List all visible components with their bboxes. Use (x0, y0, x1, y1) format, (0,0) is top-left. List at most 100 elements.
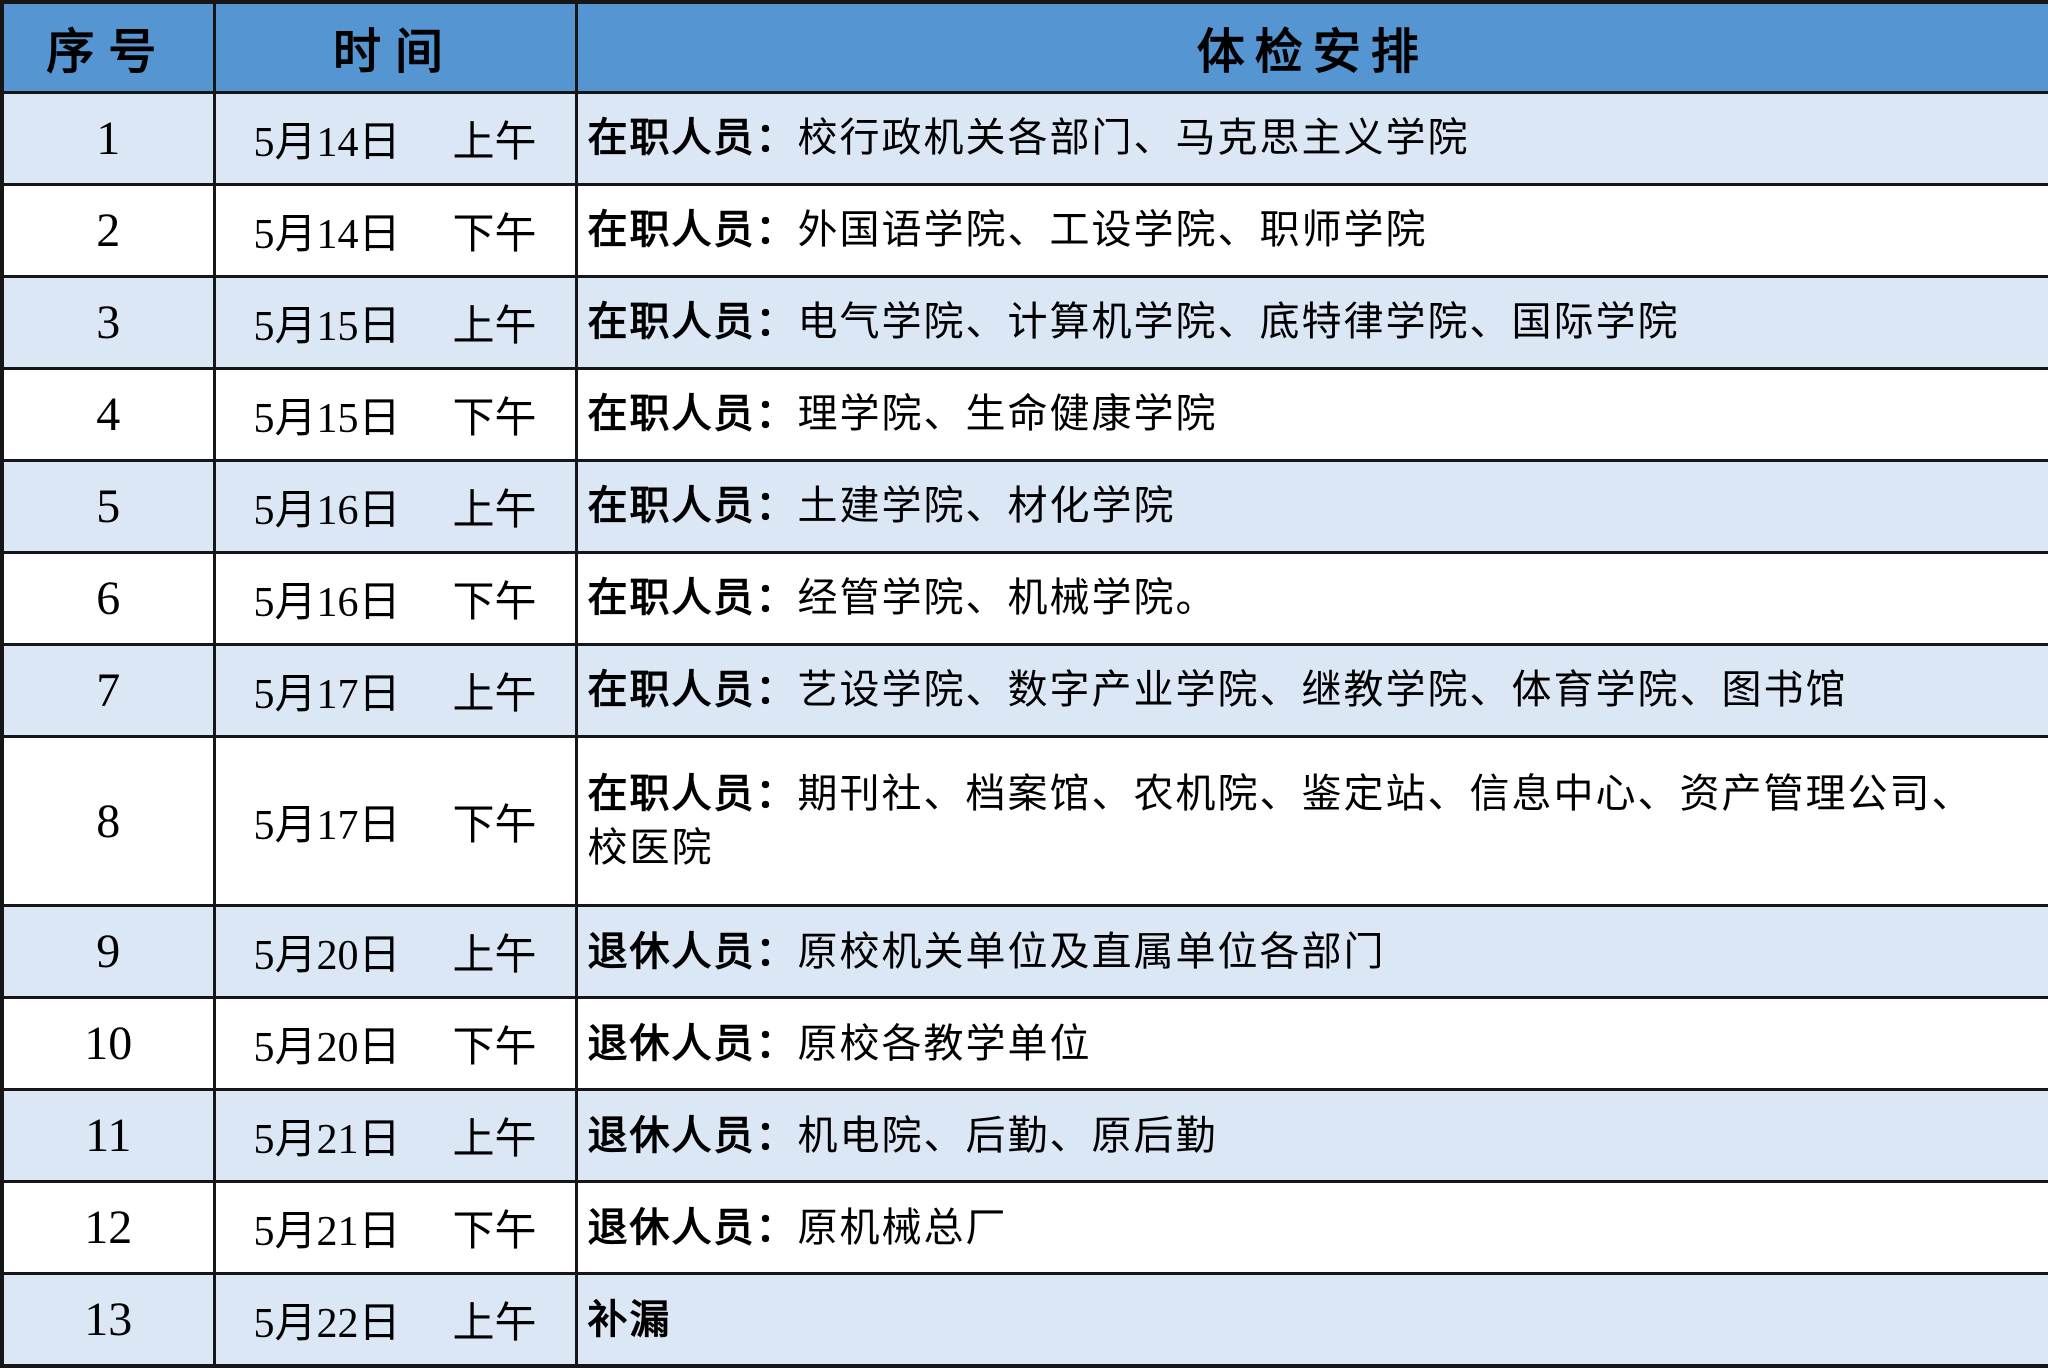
time-cell: 5月15日 上午 (212, 274, 578, 370)
table-row: 8 5月17日 下午 在职人员：期刊社、档案馆、农机院、鉴定站、信息中心、资产管理公司… (0, 734, 2048, 908)
period-label: 上午 (452, 1117, 537, 1164)
time-cell-content: 5月16日 上午 (216, 476, 575, 537)
time-cell: 5月20日 下午 (212, 996, 578, 1092)
arrangement-detail: 土建学院、材化学院 (797, 484, 1176, 529)
arrangement-cell: 退休人员：原校机关单位及直属单位各部门 (574, 904, 2048, 1000)
time-cell-content: 5月21日 下午 (216, 1197, 575, 1258)
personnel-group-label: 补漏 (587, 1297, 672, 1342)
arrangement-detail: 外国语学院、工设学院、职师学院 (797, 208, 1428, 253)
row-number-cell: 5 (0, 458, 216, 554)
period-label: 下午 (452, 802, 537, 849)
time-cell-content: 5月14日 下午 (216, 200, 575, 261)
time-cell-content: 5月22日 上午 (216, 1289, 575, 1350)
arrangement-detail: 校行政机关各部门、马克思主义学院 (797, 116, 1470, 161)
row-number-cell: 6 (0, 550, 216, 646)
date-label: 5月17日 (253, 802, 401, 849)
arrangement-detail: 理学院、生命健康学院 (797, 392, 1218, 437)
personnel-group-label: 退休人员： (587, 1113, 798, 1158)
arrangement-detail: 原机械总厂 (797, 1205, 1008, 1250)
row-number-cell: 4 (0, 366, 216, 462)
table-row: 1 5月14日 上午 在职人员：校行政机关各部门、马克思主义学院 (0, 90, 2048, 186)
personnel-group-label: 退休人员： (587, 1205, 798, 1250)
table-row: 10 5月20日 下午 退休人员：原校各教学单位 (0, 996, 2048, 1092)
arrangement-cell: 在职人员：经管学院、机械学院。 (574, 550, 2048, 646)
period-label: 上午 (452, 671, 537, 718)
row-number-cell: 7 (0, 642, 216, 738)
arrangement-cell: 退休人员：机电院、后勤、原后勤 (574, 1088, 2048, 1184)
personnel-group-label: 在职人员： (587, 300, 798, 345)
period-label: 上午 (452, 933, 537, 980)
row-number-cell: 8 (0, 734, 216, 908)
time-cell: 5月21日 下午 (212, 1180, 578, 1276)
time-cell-content: 5月20日 上午 (216, 921, 575, 982)
header-row: 序号 时间 体检安排 (0, 0, 2048, 94)
period-label: 下午 (452, 395, 537, 442)
time-cell: 5月15日 下午 (212, 366, 578, 462)
period-label: 上午 (452, 1301, 537, 1348)
date-label: 5月14日 (253, 119, 401, 166)
arrangement-detail: 艺设学院、数字产业学院、继教学院、体育学院、图书馆 (797, 668, 1848, 713)
row-number-cell: 2 (0, 182, 216, 278)
period-label: 下午 (452, 579, 537, 626)
personnel-group-label: 退休人员： (587, 929, 798, 974)
date-label: 5月16日 (253, 579, 401, 626)
arrangement-cell: 在职人员：理学院、生命健康学院 (574, 366, 2048, 462)
time-cell: 5月22日 上午 (212, 1272, 578, 1368)
arrangement-detail: 期刊社、档案馆、农机院、鉴定站、信息中心、资产管理公司、 (797, 772, 1974, 816)
arrangement-cell: 退休人员：原机械总厂 (574, 1180, 2048, 1276)
time-cell-content: 5月21日 上午 (216, 1105, 575, 1166)
date-label: 5月15日 (253, 395, 401, 442)
arrangement-cell: 补漏 (574, 1272, 2048, 1368)
time-cell-content: 5月17日 上午 (216, 660, 575, 721)
date-label: 5月16日 (253, 487, 401, 534)
row-number-cell: 13 (0, 1272, 216, 1368)
table-header: 序号 时间 体检安排 (0, 0, 2048, 94)
table-row: 13 5月22日 上午 补漏 (0, 1272, 2048, 1368)
arrangement-detail: 原校各教学单位 (797, 1021, 1092, 1066)
time-cell: 5月20日 上午 (212, 904, 578, 1000)
arrangement-cell: 在职人员：电气学院、计算机学院、底特律学院、国际学院 (574, 274, 2048, 370)
table-row: 7 5月17日 上午 在职人员：艺设学院、数字产业学院、继教学院、体育学院、图书馆 (0, 642, 2048, 738)
arrangement-cell: 在职人员：外国语学院、工设学院、职师学院 (574, 182, 2048, 278)
time-cell: 5月16日 上午 (212, 458, 578, 554)
time-cell-content: 5月14日 上午 (216, 108, 575, 169)
time-cell: 5月21日 上午 (212, 1088, 578, 1184)
table-row: 12 5月21日 下午 退休人员：原机械总厂 (0, 1180, 2048, 1276)
arrangement-detail: 经管学院、机械学院。 (797, 576, 1218, 621)
time-cell-content: 5月17日 下午 (216, 791, 575, 852)
date-label: 5月14日 (253, 211, 401, 258)
time-cell: 5月17日 下午 (212, 734, 578, 908)
row-number-cell: 3 (0, 274, 216, 370)
date-label: 5月20日 (253, 1025, 401, 1072)
table-row: 2 5月14日 下午 在职人员：外国语学院、工设学院、职师学院 (0, 182, 2048, 278)
header-cell-arrangement: 体检安排 (574, 0, 2048, 94)
date-label: 5月15日 (253, 303, 401, 350)
arrangement-detail-line2: 校医院 (587, 826, 714, 870)
period-label: 上午 (452, 303, 537, 350)
period-label: 上午 (452, 119, 537, 166)
time-cell: 5月17日 上午 (212, 642, 578, 738)
row-number-cell: 1 (0, 90, 216, 186)
time-cell: 5月14日 下午 (212, 182, 578, 278)
date-label: 5月21日 (253, 1209, 401, 1256)
table-row: 3 5月15日 上午 在职人员：电气学院、计算机学院、底特律学院、国际学院 (0, 274, 2048, 370)
personnel-group-label: 在职人员： (587, 392, 798, 437)
arrangement-cell: 在职人员：艺设学院、数字产业学院、继教学院、体育学院、图书馆 (574, 642, 2048, 738)
table-row: 6 5月16日 下午 在职人员：经管学院、机械学院。 (0, 550, 2048, 646)
personnel-group-label: 在职人员： (587, 668, 798, 713)
table-row: 4 5月15日 下午 在职人员：理学院、生命健康学院 (0, 366, 2048, 462)
table-row: 11 5月21日 上午 退休人员：机电院、后勤、原后勤 (0, 1088, 2048, 1184)
period-label: 上午 (452, 487, 537, 534)
personnel-group-label: 在职人员： (587, 116, 798, 161)
personnel-group-label: 退休人员： (587, 1021, 798, 1066)
table-body: 1 5月14日 上午 在职人员：校行政机关各部门、马克思主义学院 2 5月14日 下午 在职人… (0, 90, 2048, 1368)
arrangement-cell: 在职人员：校行政机关各部门、马克思主义学院 (574, 90, 2048, 186)
time-cell: 5月16日 下午 (212, 550, 578, 646)
time-cell-content: 5月20日 下午 (216, 1013, 575, 1074)
time-cell-content: 5月16日 下午 (216, 568, 575, 629)
arrangement-detail: 电气学院、计算机学院、底特律学院、国际学院 (797, 300, 1680, 345)
row-number-cell: 10 (0, 996, 216, 1092)
arrangement-detail: 原校机关单位及直属单位各部门 (797, 929, 1386, 974)
arrangement-cell: 在职人员：土建学院、材化学院 (574, 458, 2048, 554)
